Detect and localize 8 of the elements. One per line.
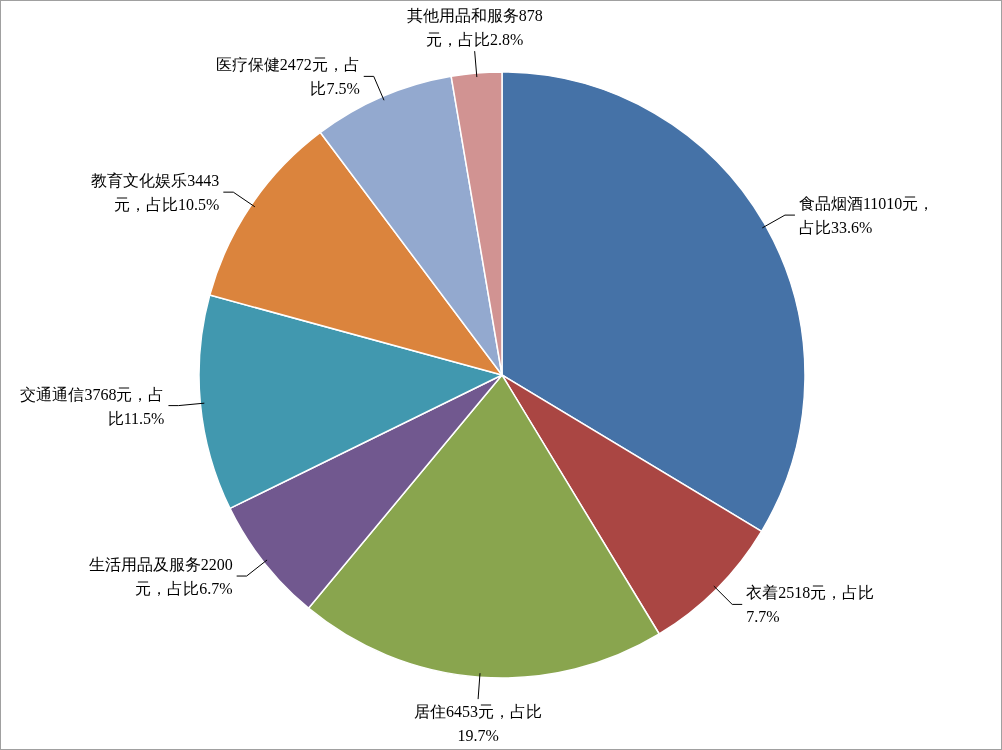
slice-label: 交通通信3768元，占比11.5%	[20, 385, 165, 427]
slice-label: 食品烟酒11010元，占比33.6%	[798, 195, 935, 237]
slice-label: 居住6453元，占比19.7%	[414, 703, 543, 745]
slice-label: 衣着2518元，占比7.7%	[746, 584, 875, 626]
slice-label: 其他用品和服务878元，占比2.8%	[406, 7, 543, 49]
slice-label: 教育文化娱乐3443元，占比10.5%	[91, 172, 220, 214]
slice-label: 医疗保健2472元，占比7.5%	[215, 56, 360, 98]
slice-label: 生活用品及服务2200元，占比6.7%	[88, 556, 233, 598]
